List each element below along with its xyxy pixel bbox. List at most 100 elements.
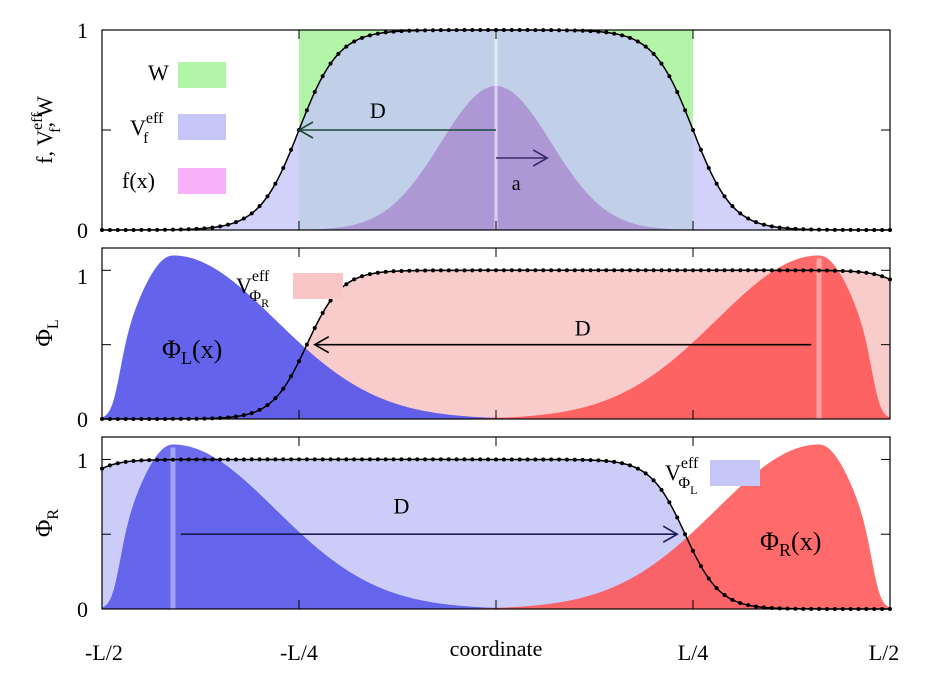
v-phi-r-eff-point bbox=[635, 268, 640, 273]
v-phi-r-eff-point bbox=[809, 268, 814, 273]
v-f-eff-point bbox=[777, 225, 782, 230]
v-phi-r-eff-point bbox=[383, 269, 388, 274]
top-ytick-0: 0 bbox=[77, 218, 88, 243]
v-phi-r-eff-point bbox=[344, 282, 349, 287]
v-f-eff-point bbox=[754, 220, 759, 225]
v-phi-r-eff-point bbox=[549, 268, 554, 273]
v-phi-l-eff-point bbox=[564, 457, 569, 462]
v-phi-l-eff-point bbox=[501, 457, 506, 462]
v-phi-r-eff-point bbox=[785, 268, 790, 273]
legend-w-label: W bbox=[148, 60, 169, 85]
v-f-eff-point bbox=[738, 211, 743, 216]
v-f-eff-point bbox=[210, 225, 215, 230]
v-phi-r-eff-point bbox=[494, 268, 498, 273]
v-phi-l-eff-point bbox=[478, 457, 483, 462]
v-f-eff-point bbox=[651, 51, 656, 56]
v-phi-r-eff-point bbox=[588, 268, 593, 273]
v-phi-r-eff-point bbox=[407, 268, 412, 273]
v-phi-l-eff-point bbox=[525, 457, 530, 462]
v-f-eff-point bbox=[785, 226, 790, 231]
v-phi-l-eff-point bbox=[738, 601, 743, 606]
phi-r-x-area bbox=[102, 444, 890, 609]
v-phi-l-eff-point bbox=[360, 457, 365, 462]
legend-v-phi-l-eff-label: Veff ΦL bbox=[665, 455, 699, 497]
v-phi-l-eff-point bbox=[620, 461, 625, 466]
v-phi-r-eff-point bbox=[304, 342, 309, 347]
v-phi-r-eff-point bbox=[486, 268, 491, 273]
v-phi-r-eff-point bbox=[596, 268, 601, 273]
v-f-eff-point bbox=[289, 147, 294, 152]
v-phi-r-eff-point bbox=[352, 277, 357, 282]
v-phi-l-eff-point bbox=[675, 515, 680, 520]
v-f-eff-point bbox=[746, 216, 751, 221]
phi-l-x-area bbox=[102, 255, 890, 419]
v-phi-l-eff-point bbox=[777, 606, 782, 611]
v-f-eff-point bbox=[769, 224, 774, 229]
v-f-eff-point bbox=[691, 128, 695, 132]
v-phi-r-eff-point bbox=[832, 268, 837, 273]
v-f-eff-point bbox=[241, 216, 246, 221]
legend-v-f-eff-swatch bbox=[178, 114, 226, 140]
v-phi-l-eff-point bbox=[706, 576, 711, 581]
v-phi-r-eff-point bbox=[840, 268, 845, 273]
v-phi-r-eff-point bbox=[730, 268, 735, 273]
v-f-eff-point bbox=[407, 28, 412, 33]
v-phi-l-eff-point bbox=[557, 457, 562, 462]
arrow-a bbox=[496, 149, 549, 167]
v-phi-r-eff-point bbox=[714, 268, 719, 273]
panel-bottom: D ΦR(x) Veff ΦL 1 0 ΦR bbox=[32, 436, 892, 622]
v-f-eff-point bbox=[667, 74, 672, 79]
v-phi-l-eff-point bbox=[399, 457, 404, 462]
v-phi-r-eff-point bbox=[415, 268, 420, 273]
d-label: D bbox=[394, 493, 410, 518]
v-phi-l-eff-point bbox=[746, 603, 751, 608]
v-phi-l-eff-point bbox=[107, 463, 112, 468]
v-phi-l-eff-point bbox=[218, 457, 223, 462]
v-phi-l-eff-point bbox=[635, 466, 640, 471]
v-phi-l-eff-point bbox=[691, 548, 695, 553]
v-phi-r-eff-point bbox=[620, 268, 625, 273]
v-f-eff-point bbox=[320, 74, 325, 79]
v-f-eff-point bbox=[706, 165, 711, 170]
v-phi-l-eff-point bbox=[170, 457, 175, 462]
v-phi-r-eff-point bbox=[391, 269, 396, 274]
xtick-minus-l-quarter: -L/4 bbox=[280, 640, 318, 665]
v-phi-l-eff-point bbox=[430, 457, 435, 462]
v-phi-l-eff-point bbox=[651, 478, 656, 483]
v-f-eff-point bbox=[257, 204, 262, 209]
v-phi-r-eff-point bbox=[848, 269, 853, 274]
legend-v-f-eff: Veff f bbox=[130, 110, 226, 147]
v-f-eff-point bbox=[722, 194, 727, 199]
v-f-eff-point bbox=[620, 33, 625, 38]
v-f-eff-point bbox=[698, 147, 703, 152]
v-phi-l-eff-point bbox=[415, 457, 420, 462]
v-phi-l-eff-point bbox=[517, 457, 522, 462]
v-f-eff-point bbox=[383, 30, 388, 35]
v-f-eff-point bbox=[604, 30, 609, 35]
v-phi-r-eff-point bbox=[769, 268, 774, 273]
v-phi-l-eff-point bbox=[580, 457, 585, 462]
v-phi-r-eff-point bbox=[880, 274, 885, 279]
v-phi-l-eff-point bbox=[139, 458, 144, 463]
v-phi-r-eff-point bbox=[651, 268, 656, 273]
v-phi-l-eff-point bbox=[194, 457, 199, 462]
middle-ytick-0: 0 bbox=[77, 407, 88, 432]
v-f-eff-point bbox=[328, 61, 333, 66]
v-f-eff-point bbox=[801, 227, 806, 232]
x-axis-label: coordinate bbox=[450, 636, 543, 661]
v-phi-r-eff-point bbox=[864, 270, 869, 275]
v-phi-r-eff-point bbox=[328, 298, 333, 303]
v-f-eff-point bbox=[312, 90, 317, 95]
v-phi-l-eff-point bbox=[202, 457, 207, 462]
v-phi-l-eff-points bbox=[100, 457, 892, 611]
v-phi-l-eff-point bbox=[328, 457, 333, 462]
v-f-eff-point bbox=[226, 222, 231, 227]
v-phi-r-eff-point bbox=[564, 268, 569, 273]
arrow-d-line bbox=[297, 121, 496, 139]
legend-w: W bbox=[148, 60, 226, 88]
panel-top-ticks bbox=[101, 29, 891, 231]
v-phi-r-eff-point bbox=[659, 268, 664, 273]
v-phi-r-eff-point bbox=[541, 268, 546, 273]
v-phi-r-eff-point bbox=[746, 268, 751, 273]
